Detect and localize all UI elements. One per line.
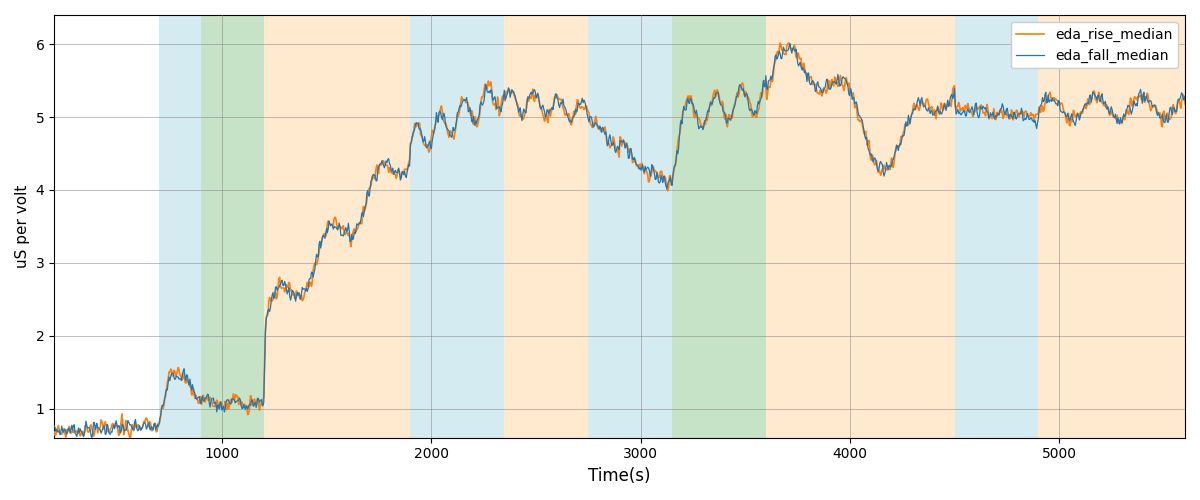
Legend: eda_rise_median, eda_fall_median: eda_rise_median, eda_fall_median	[1010, 22, 1178, 68]
Bar	[410, 15, 504, 438]
Bar	[1038, 15, 1200, 438]
Y-axis label: uS per volt: uS per volt	[16, 184, 30, 268]
eda_fall_median	[782, 41, 797, 47]
eda_fall_median	[47, 423, 61, 429]
eda_fall_median	[440, 127, 455, 133]
X-axis label: Time(s): Time(s)	[588, 467, 650, 485]
eda_rise_median	[77, 430, 91, 436]
eda_fall_median	[85, 435, 100, 441]
eda_fall_median	[77, 431, 91, 437]
Bar	[504, 15, 588, 438]
eda_fall_median	[893, 141, 907, 147]
eda_rise_median	[124, 436, 138, 442]
eda_rise_median	[781, 40, 796, 46]
eda_rise_median	[47, 428, 61, 434]
Bar	[200, 15, 264, 438]
Bar	[619, 15, 672, 438]
eda_rise_median	[320, 221, 335, 227]
Line: eda_rise_median: eda_rise_median	[54, 43, 1184, 438]
Line: eda_fall_median: eda_fall_median	[54, 44, 1184, 438]
eda_rise_median	[1177, 102, 1192, 107]
Bar	[766, 15, 955, 438]
Bar	[264, 15, 410, 438]
Bar	[158, 15, 200, 438]
Bar	[955, 15, 1038, 438]
eda_rise_median	[442, 134, 456, 140]
eda_rise_median	[947, 82, 961, 88]
Bar	[588, 15, 619, 438]
eda_rise_median	[440, 132, 455, 138]
eda_fall_median	[442, 128, 456, 134]
eda_fall_median	[947, 86, 961, 92]
eda_fall_median	[320, 230, 335, 235]
eda_fall_median	[1177, 93, 1192, 99]
eda_rise_median	[893, 142, 907, 148]
Bar	[672, 15, 766, 438]
